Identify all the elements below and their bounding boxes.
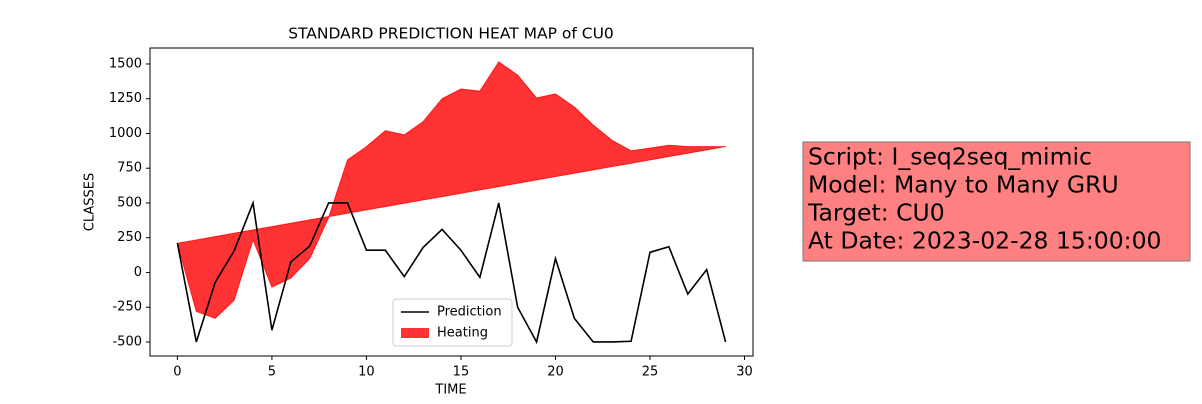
x-tick-label: 10	[358, 365, 375, 380]
annotation-box	[802, 141, 1191, 262]
y-tick-label: -500	[112, 334, 142, 349]
heating-area	[176, 61, 727, 319]
annotation-line: Model: Many to Many GRU	[808, 171, 1119, 199]
prediction-line	[176, 199, 727, 345]
x-axis-label: TIME	[434, 383, 466, 398]
x-tick-label: 15	[453, 365, 470, 380]
annotation-line: At Date: 2023-02-28 15:00:00	[808, 227, 1162, 255]
legend-label: Heating	[437, 326, 488, 341]
chart-title: STANDARD PREDICTION HEAT MAP of CU0	[288, 25, 614, 43]
y-tick-label: 750	[117, 161, 142, 176]
y-tick-label: 1000	[109, 126, 142, 141]
y-axis-label: CLASSES	[83, 173, 98, 231]
plot-frame	[149, 47, 754, 357]
y-tick-label: 250	[117, 230, 142, 245]
x-tick-label: 5	[268, 365, 276, 380]
x-tick-label: 0	[173, 365, 181, 380]
legend-label: Prediction	[437, 305, 502, 320]
y-tick-label: -250	[112, 300, 142, 315]
x-tick-label: 25	[642, 365, 659, 380]
y-tick-label: 1500	[109, 56, 142, 71]
legend-swatch	[401, 328, 429, 338]
y-tick-label: 1250	[109, 91, 142, 106]
x-tick-label: 20	[547, 365, 564, 380]
annotation-line: Target: CU0	[807, 199, 945, 227]
annotation-line: Script: I_seq2seq_mimic	[808, 143, 1092, 171]
y-tick-label: 500	[117, 195, 142, 210]
x-tick-label: 30	[736, 365, 753, 380]
y-tick-label: 0	[134, 265, 142, 280]
